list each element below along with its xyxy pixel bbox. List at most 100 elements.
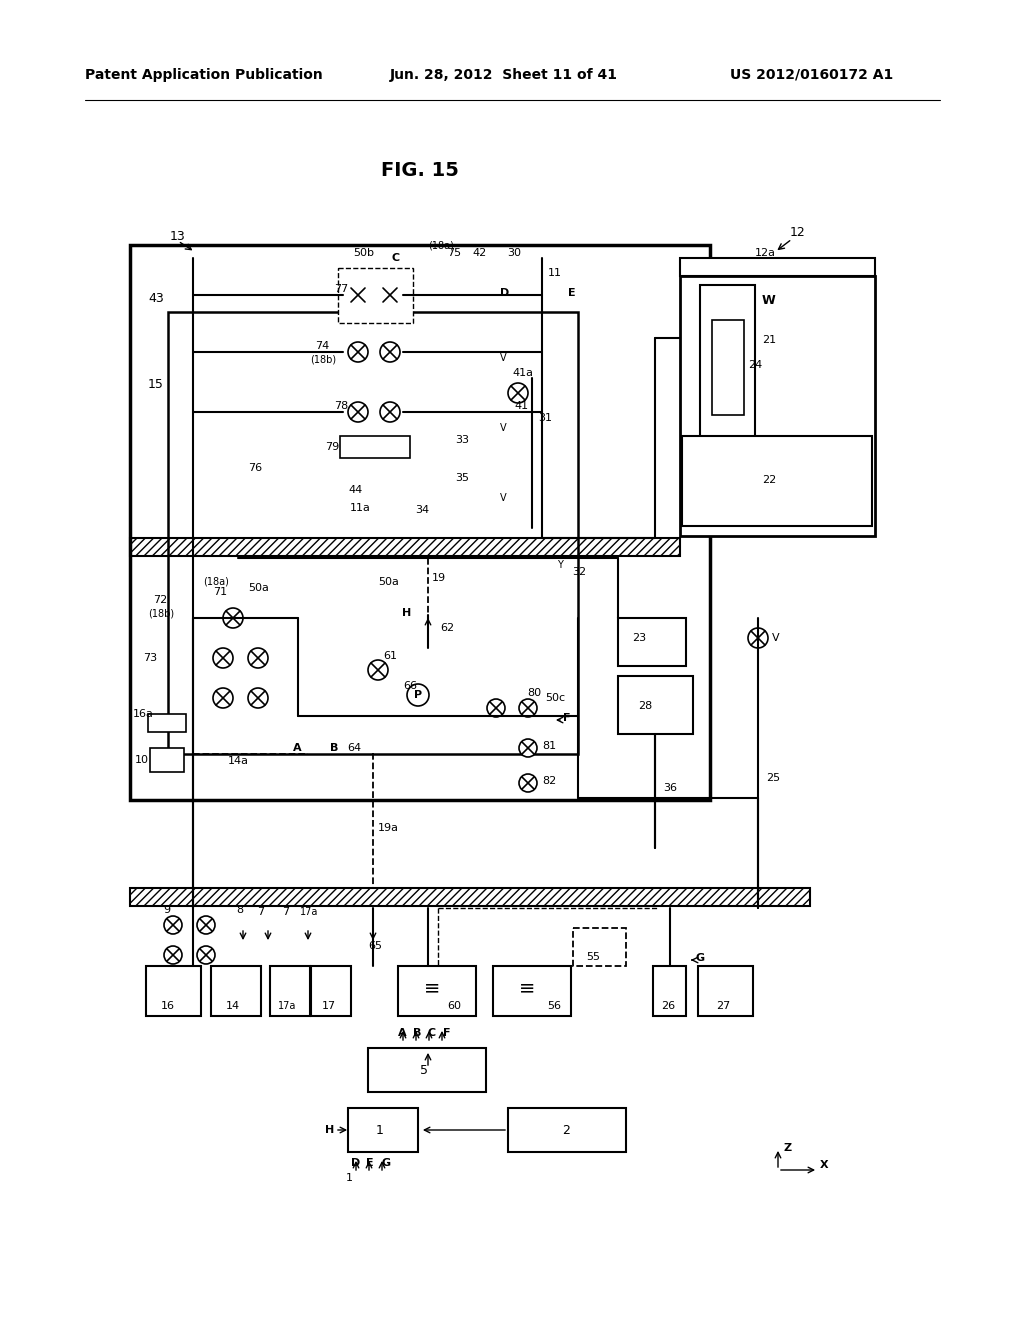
Bar bbox=[712, 319, 744, 414]
Text: B: B bbox=[330, 743, 338, 752]
Text: 17a: 17a bbox=[278, 1001, 296, 1011]
Text: H: H bbox=[325, 1125, 334, 1135]
Text: 81: 81 bbox=[542, 741, 556, 751]
Text: 79: 79 bbox=[325, 442, 339, 451]
Text: G: G bbox=[695, 953, 705, 964]
Text: 15: 15 bbox=[148, 379, 164, 392]
Circle shape bbox=[248, 648, 268, 668]
Text: 10: 10 bbox=[135, 755, 150, 766]
Text: Patent Application Publication: Patent Application Publication bbox=[85, 69, 323, 82]
Text: Jun. 28, 2012  Sheet 11 of 41: Jun. 28, 2012 Sheet 11 of 41 bbox=[390, 69, 618, 82]
Text: 14: 14 bbox=[226, 1001, 240, 1011]
Circle shape bbox=[519, 700, 537, 717]
Text: H: H bbox=[402, 609, 412, 618]
Text: 73: 73 bbox=[143, 653, 157, 663]
Text: 62: 62 bbox=[440, 623, 454, 634]
Text: (18b): (18b) bbox=[148, 609, 174, 619]
Bar bbox=[682, 436, 872, 525]
Text: D: D bbox=[351, 1158, 360, 1168]
Bar bbox=[348, 1107, 418, 1152]
Circle shape bbox=[197, 916, 215, 935]
Text: 7: 7 bbox=[257, 907, 264, 917]
Text: F: F bbox=[563, 713, 570, 723]
Text: 17a: 17a bbox=[300, 907, 318, 917]
Circle shape bbox=[348, 403, 368, 422]
Text: P: P bbox=[414, 690, 422, 700]
Circle shape bbox=[348, 342, 368, 362]
Text: 76: 76 bbox=[248, 463, 262, 473]
Text: V: V bbox=[500, 352, 507, 363]
Text: V: V bbox=[500, 492, 507, 503]
Text: C: C bbox=[392, 253, 400, 263]
Text: US 2012/0160172 A1: US 2012/0160172 A1 bbox=[730, 69, 893, 82]
Text: 27: 27 bbox=[716, 1001, 730, 1011]
Text: 17: 17 bbox=[322, 1001, 336, 1011]
Circle shape bbox=[164, 916, 182, 935]
Text: E: E bbox=[366, 1158, 374, 1168]
Text: V: V bbox=[772, 634, 779, 643]
Text: 65: 65 bbox=[368, 941, 382, 950]
Bar bbox=[211, 966, 261, 1016]
Text: 24: 24 bbox=[748, 360, 762, 370]
Circle shape bbox=[164, 946, 182, 964]
Text: 44: 44 bbox=[348, 484, 362, 495]
Circle shape bbox=[407, 684, 429, 706]
Text: 78: 78 bbox=[334, 401, 348, 411]
Text: (18a): (18a) bbox=[203, 577, 229, 587]
Bar bbox=[398, 966, 476, 1016]
Text: Z: Z bbox=[783, 1143, 792, 1152]
Circle shape bbox=[519, 739, 537, 756]
Text: (18a): (18a) bbox=[428, 242, 454, 251]
Bar bbox=[340, 436, 410, 458]
Text: 16a: 16a bbox=[133, 709, 154, 719]
Text: 50a: 50a bbox=[378, 577, 399, 587]
Text: 30: 30 bbox=[507, 248, 521, 257]
Text: 12a: 12a bbox=[755, 248, 776, 257]
Text: 23: 23 bbox=[632, 634, 646, 643]
Bar bbox=[698, 966, 753, 1016]
Text: 36: 36 bbox=[663, 783, 677, 793]
Text: 21: 21 bbox=[762, 335, 776, 345]
Text: 26: 26 bbox=[662, 1001, 675, 1011]
Text: ≡: ≡ bbox=[519, 978, 536, 998]
Text: 43: 43 bbox=[148, 292, 164, 305]
Text: 22: 22 bbox=[762, 475, 776, 484]
Bar bbox=[146, 966, 201, 1016]
Bar bbox=[700, 285, 755, 450]
Text: 11a: 11a bbox=[350, 503, 371, 513]
Text: X: X bbox=[820, 1160, 828, 1170]
Text: 32: 32 bbox=[572, 568, 586, 577]
Bar bbox=[130, 246, 710, 800]
Text: 41: 41 bbox=[514, 401, 528, 411]
Circle shape bbox=[380, 342, 400, 362]
Bar bbox=[168, 312, 578, 754]
Bar bbox=[573, 928, 626, 966]
Bar bbox=[148, 714, 186, 733]
Text: 50a: 50a bbox=[248, 583, 269, 593]
Circle shape bbox=[748, 628, 768, 648]
Circle shape bbox=[213, 648, 233, 668]
Text: V: V bbox=[500, 422, 507, 433]
Bar bbox=[618, 618, 686, 667]
Text: 50b: 50b bbox=[353, 248, 374, 257]
Text: 60: 60 bbox=[447, 1001, 461, 1011]
Bar bbox=[130, 888, 810, 906]
Circle shape bbox=[519, 774, 537, 792]
Bar bbox=[653, 966, 686, 1016]
Text: 19: 19 bbox=[432, 573, 446, 583]
Bar bbox=[150, 748, 184, 772]
Text: 55: 55 bbox=[586, 952, 600, 962]
Text: 35: 35 bbox=[455, 473, 469, 483]
Text: 5: 5 bbox=[420, 1064, 428, 1077]
Text: 33: 33 bbox=[455, 436, 469, 445]
Circle shape bbox=[487, 700, 505, 717]
Circle shape bbox=[508, 383, 528, 403]
Text: A: A bbox=[398, 1028, 407, 1038]
Bar bbox=[680, 276, 874, 536]
Circle shape bbox=[213, 688, 233, 708]
Text: 61: 61 bbox=[383, 651, 397, 661]
Text: 72: 72 bbox=[153, 595, 167, 605]
Text: 82: 82 bbox=[542, 776, 556, 785]
Text: 1: 1 bbox=[346, 1173, 353, 1183]
Bar bbox=[368, 1048, 486, 1092]
